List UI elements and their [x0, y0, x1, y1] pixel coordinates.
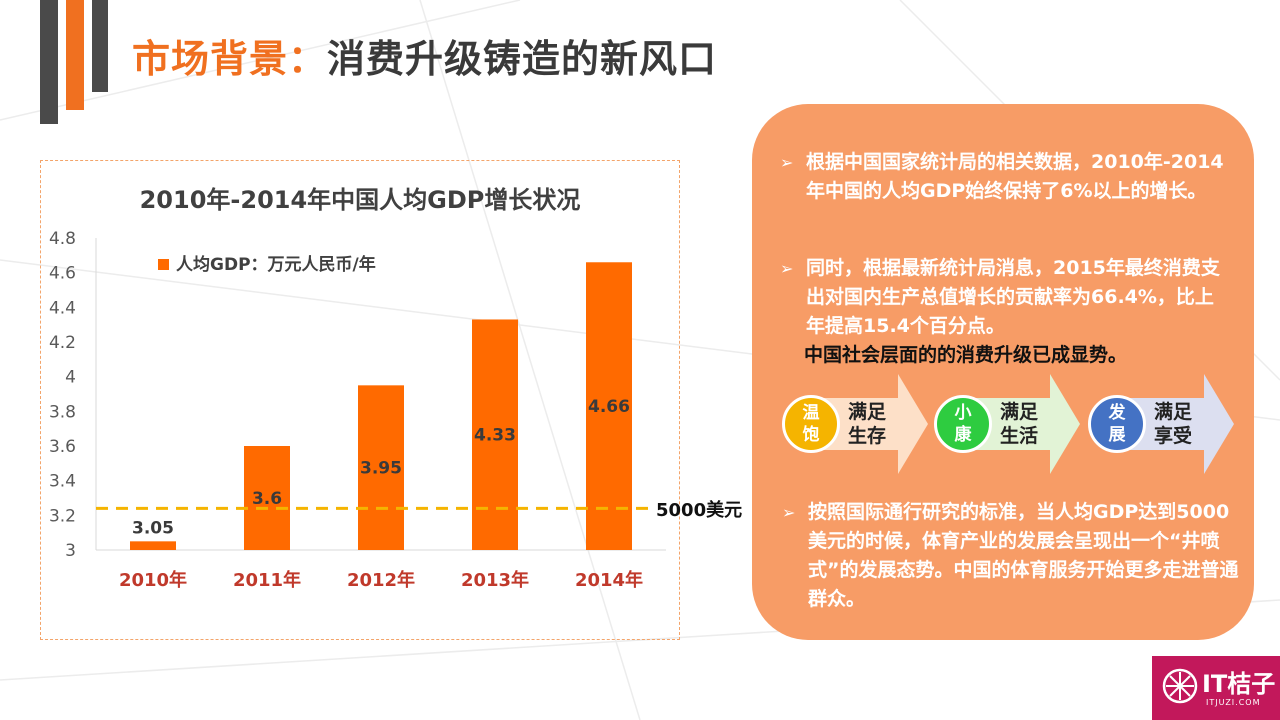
stage-wenbao: 温 饱 满足 生存: [782, 374, 928, 474]
stage-label-top: 满足: [1000, 401, 1039, 423]
y-tick-label: 4.4: [49, 298, 76, 318]
itjuzi-logo: IT桔子 ITJUZI.COM: [1152, 656, 1280, 720]
stage-arrow-band: [806, 374, 928, 474]
gdp-bar-chart: 2010年-2014年中国人均GDP增长状况 3 3.2 3.4 3.6 3.8 4 4.2 4…: [49, 186, 666, 591]
bar-data-label: 3.95: [360, 459, 402, 479]
y-tick-label: 4.6: [49, 264, 76, 284]
bar: [130, 541, 176, 550]
stage-label: 满足 生活: [1000, 400, 1038, 448]
stage-circle-bottom: 康: [954, 425, 972, 445]
y-tick-label: 4.2: [49, 333, 76, 353]
x-tick-label: 2013年: [461, 569, 529, 591]
bullet-1: ➢ 根据中国国家统计局的相关数据，2010年-2014年中国的人均GDP始终保持…: [780, 148, 1230, 206]
stage-circle-top: 发: [1108, 403, 1126, 423]
bullet-1-text: 根据中国国家统计局的相关数据，2010年-2014年中国的人均GDP始终保持了6…: [806, 151, 1224, 202]
bar-data-label: 3.6: [252, 489, 282, 509]
bullet-arrow-icon: ➢: [780, 259, 794, 278]
bar-data-label: 4.66: [588, 397, 630, 417]
x-tick-label: 2014年: [575, 569, 643, 591]
bullet-2: ➢ 同时，根据最新统计局消息，2015年最终消费支出对国内生产总值增长的贡献率为…: [780, 254, 1230, 370]
bar-data-label: 4.33: [474, 426, 516, 446]
legend-swatch: [158, 259, 169, 270]
logo-url: ITJUZI.COM: [1206, 698, 1261, 707]
chart-frame: [40, 160, 680, 640]
bullet-3: ➢ 按照国际通行研究的标准，当人均GDP达到5000美元的时候，体育产业的发展会…: [782, 498, 1244, 614]
y-tick-label: 3.4: [49, 472, 76, 492]
stage-arrow-shape: [806, 374, 928, 474]
stage-circle: 发 展: [1088, 395, 1146, 453]
x-tick-label: 2011年: [233, 569, 301, 591]
bar: [472, 319, 518, 550]
stage-label-bottom: 享受: [1154, 425, 1193, 447]
stage-label: 满足 生存: [848, 400, 886, 448]
y-tick-label: 4.8: [49, 229, 76, 249]
stage-circle: 小 康: [934, 395, 992, 453]
title-deco-bar-dark-right: [92, 0, 108, 92]
title-deco-bar-orange: [66, 0, 84, 110]
bullet-3-text: 按照国际通行研究的标准，当人均GDP达到5000美元的时候，体育产业的发展会呈现…: [808, 501, 1239, 610]
chart-title: 2010年-2014年中国人均GDP增长状况: [140, 186, 581, 214]
stage-circle-top: 小: [954, 403, 972, 423]
stage-circle-bottom: 饱: [802, 425, 820, 445]
bar: [244, 446, 290, 550]
stage-xiaokang: 小 康 满足 生活: [934, 374, 1080, 474]
bullet-2-text: 同时，根据最新统计局消息，2015年最终消费支出对国内生产总值增长的贡献率为66…: [806, 257, 1220, 337]
info-panel: [752, 104, 1254, 640]
page-title-main: 消费升级铸造的新风口: [327, 37, 718, 81]
y-tick-label: 3: [65, 541, 76, 561]
legend-label: 人均GDP：万元人民币/年: [176, 254, 376, 275]
stage-circle-top: 温: [802, 403, 820, 423]
stage-label-top: 满足: [848, 401, 887, 423]
y-tick-label: 3.2: [49, 506, 76, 526]
stage-arrow-shape: [958, 374, 1080, 474]
bar-data-label: 3.05: [132, 518, 174, 538]
stage-arrow-band: [958, 374, 1080, 474]
logo-name: IT桔子: [1202, 670, 1276, 698]
y-tick-label: 3.8: [49, 402, 76, 422]
stage-label: 满足 享受: [1154, 400, 1192, 448]
stage-label-bottom: 生活: [1000, 425, 1039, 447]
stage-arrow-shape: [1112, 374, 1234, 474]
bullet-2-dark-text: 中国社会层面的的消费升级已成显势。: [804, 344, 1128, 366]
x-tick-label: 2010年: [119, 569, 187, 591]
bullet-arrow-icon: ➢: [782, 503, 796, 522]
title-deco-bar-dark-left: [40, 0, 58, 124]
stage-label-bottom: 生存: [848, 425, 887, 447]
stage-fazhan: 发 展 满足 享受: [1088, 374, 1234, 474]
stage-circle-bottom: 展: [1108, 425, 1126, 445]
y-tick-label: 4: [65, 368, 76, 388]
stage-arrow-band: [1112, 374, 1234, 474]
stage-circle: 温 饱: [782, 395, 840, 453]
x-tick-label: 2012年: [347, 569, 415, 591]
y-tick-label: 3.6: [49, 437, 76, 457]
reference-line-label: 5000美元: [656, 500, 743, 521]
bar: [586, 262, 632, 550]
page-title: 市场背景：消费升级铸造的新风口: [132, 28, 717, 83]
stage-label-top: 满足: [1154, 401, 1193, 423]
page-title-accent: 市场背景：: [132, 37, 328, 81]
bullet-arrow-icon: ➢: [780, 153, 794, 172]
bar: [358, 385, 404, 550]
orange-slice-logo-icon: [1162, 668, 1198, 704]
